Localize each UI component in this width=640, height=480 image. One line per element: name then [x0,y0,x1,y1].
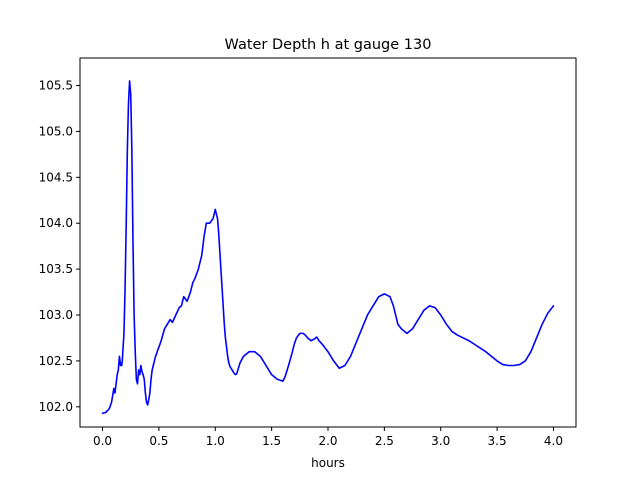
series-layer [101,80,555,415]
x-axis-label: hours [311,456,345,470]
x-tick-label: 0.5 [149,434,168,448]
y-tick-label: 104.0 [39,216,73,230]
y-axis: 102.0 102.5 103.0 103.5 104.0 104.5 105.0 105.5 [39,79,80,414]
chart-title: Water Depth h at gauge 130 [225,37,432,53]
x-tick-label: 1.0 [206,434,225,448]
x-tick-label: 2.5 [375,434,394,448]
x-axis: 0.0 0.5 1.0 1.5 2.0 2.5 3.0 3.5 4.0 [93,427,563,448]
y-tick-label: 105.0 [39,124,73,138]
x-tick-label: 0.0 [93,434,112,448]
series-line-0 [101,80,555,415]
y-tick-label: 104.5 [39,170,73,184]
x-tick-label: 3.0 [431,434,450,448]
y-tick-label: 103.0 [39,308,73,322]
plot-background [80,58,576,427]
y-tick-label: 105.5 [39,79,73,93]
x-tick-label: 2.0 [318,434,337,448]
x-tick-label: 3.5 [488,434,507,448]
y-tick-label: 103.5 [39,262,73,276]
x-tick-label: 1.5 [262,434,281,448]
y-tick-label: 102.5 [39,354,73,368]
x-tick-label: 4.0 [544,434,563,448]
y-tick-label: 102.0 [39,400,73,414]
